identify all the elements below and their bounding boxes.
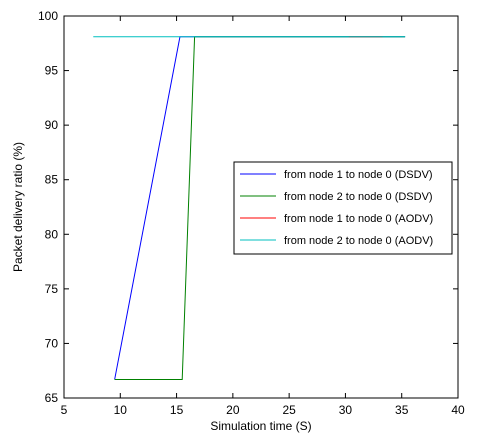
x-tick-label: 20 <box>226 403 240 417</box>
x-tick-label: 30 <box>339 403 353 417</box>
x-tick-label: 5 <box>61 403 68 417</box>
legend-box <box>233 161 453 255</box>
legend-entry: from node 2 to node 0 (DSDV) <box>284 191 433 203</box>
plot-frame <box>63 15 459 399</box>
series-lines <box>93 36 406 380</box>
y-axis-label: Packet delivery ratio (%) <box>11 142 25 272</box>
y-tick-label: 100 <box>38 9 58 23</box>
x-tick-label: 10 <box>114 403 128 417</box>
y-tick-label: 65 <box>45 391 59 405</box>
legend-entry: from node 1 to node 0 (DSDV) <box>284 169 433 181</box>
legend: from node 1 to node 0 (DSDV) from node 2 … <box>233 161 453 255</box>
y-tick-label: 90 <box>45 118 59 132</box>
y-tick-label: 80 <box>45 227 59 241</box>
y-tick-label: 95 <box>45 64 59 78</box>
x-tick-label: 15 <box>170 403 184 417</box>
x-tick-label: 40 <box>451 403 465 417</box>
y-tick-label: 85 <box>45 173 59 187</box>
y-tick-label: 70 <box>45 336 59 350</box>
x-tick-label: 35 <box>395 403 409 417</box>
x-axis-label: Simulation time (S) <box>210 419 311 433</box>
legend-entry: from node 1 to node 0 (AODV) <box>284 213 433 225</box>
y-tick-label: 75 <box>45 282 59 296</box>
x-tick-label: 25 <box>282 403 296 417</box>
legend-entry: from node 2 to node 0 (AODV) <box>284 235 433 247</box>
axis-ticks: 5 10 15 20 25 30 35 40 65 70 75 80 85 90 95 100 <box>38 9 465 417</box>
